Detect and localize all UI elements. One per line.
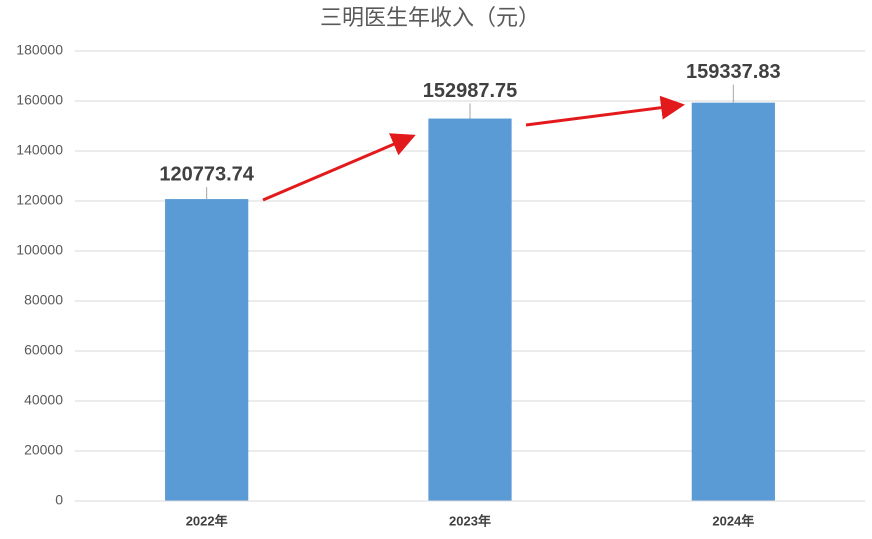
- x-tick-label: 2022年: [186, 513, 228, 528]
- data-label: 159337.83: [686, 61, 781, 83]
- data-label: 152987.75: [423, 80, 518, 102]
- y-tick-label: 120000: [16, 192, 63, 208]
- y-tick-label: 160000: [16, 92, 63, 108]
- chart-title: 三明医生年收入（元）: [320, 5, 540, 30]
- plot-area: 0 20000 40000 60000 80000 100000 120000 140000 1…: [16, 42, 865, 528]
- trend-arrow: [525, 95, 685, 127]
- x-tick-label: 2024年: [712, 513, 754, 528]
- trend-arrows: [262, 95, 685, 202]
- bar: [428, 118, 512, 501]
- bar: [691, 102, 775, 501]
- y-tick-label: 140000: [16, 142, 63, 158]
- y-tick-label: 80000: [24, 292, 63, 308]
- y-tick-label: 0: [55, 492, 63, 508]
- y-tick-label: 100000: [16, 242, 63, 258]
- y-tick-label: 60000: [24, 342, 63, 358]
- y-tick-label: 180000: [16, 42, 63, 58]
- x-tick-label: 2023年: [449, 513, 491, 528]
- y-tick-label: 20000: [24, 442, 63, 458]
- trend-arrow: [262, 133, 416, 202]
- y-tick-label: 40000: [24, 392, 63, 408]
- data-label: 120773.74: [159, 163, 254, 185]
- bar: [165, 199, 249, 501]
